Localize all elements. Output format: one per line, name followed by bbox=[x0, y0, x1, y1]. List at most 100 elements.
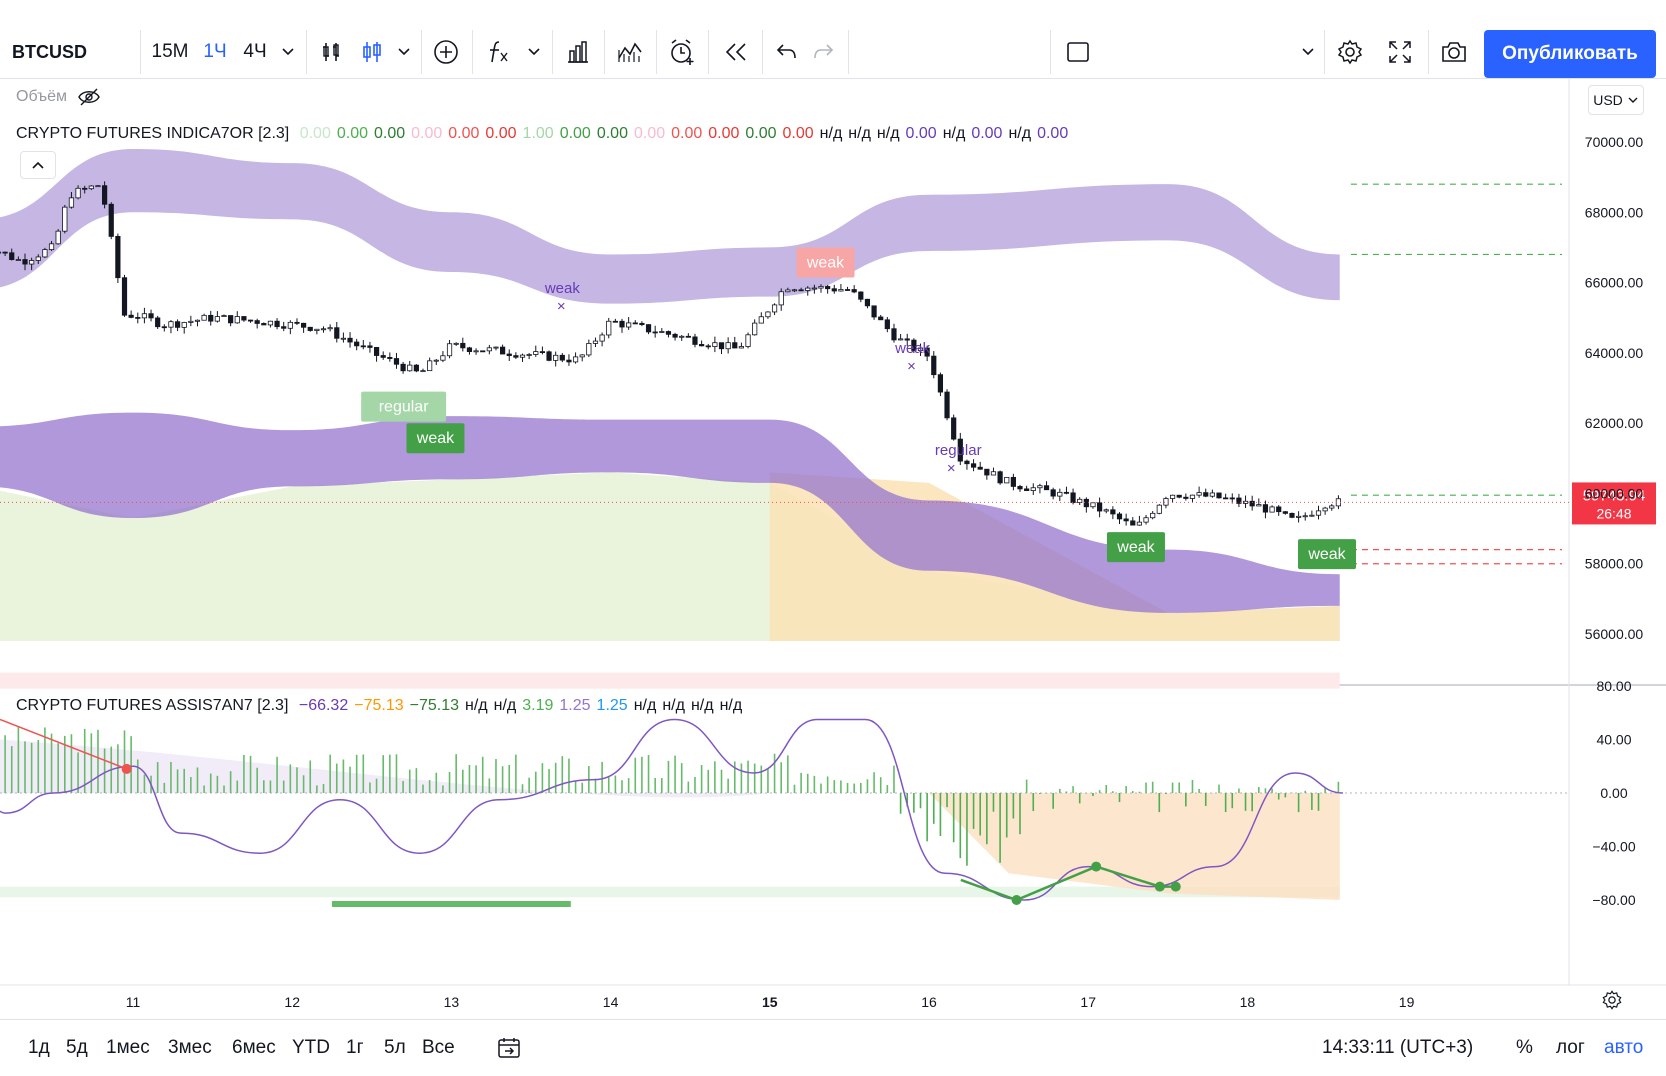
indicator2-legend[interactable]: CRYPTO FUTURES ASSIS7AN7 [2.3] −66.32 −75… bbox=[16, 697, 748, 715]
redo-icon[interactable] bbox=[806, 30, 842, 74]
candle-body bbox=[221, 315, 227, 318]
signal-label: weak bbox=[1116, 539, 1155, 556]
indicator1-value: 0.00 bbox=[708, 125, 740, 142]
candle-body bbox=[234, 316, 240, 324]
candle-body bbox=[181, 322, 187, 328]
range-3m-button[interactable]: 3мес bbox=[168, 1037, 212, 1058]
candle-body bbox=[135, 317, 141, 319]
candle-body bbox=[1262, 504, 1269, 513]
indicator1-legend[interactable]: CRYPTO FUTURES INDICA7OR [2.3] 0.00 0.00 0… bbox=[16, 125, 1074, 143]
candle-body bbox=[48, 243, 55, 251]
interval-1h-button[interactable]: 1Ч bbox=[203, 41, 227, 62]
alert-icon[interactable] bbox=[662, 30, 702, 74]
osc-top-band bbox=[0, 672, 1340, 689]
candle-body bbox=[1037, 485, 1043, 489]
add-icon[interactable] bbox=[426, 30, 466, 74]
chevron-down-icon[interactable] bbox=[276, 30, 300, 74]
settings-icon[interactable] bbox=[1330, 30, 1370, 74]
percent-scale-button[interactable]: % bbox=[1516, 1037, 1533, 1058]
compare-icon[interactable] bbox=[610, 30, 650, 74]
candle-body bbox=[685, 335, 691, 338]
indicator2-value: н/д bbox=[690, 697, 714, 714]
candle-body bbox=[1249, 500, 1255, 507]
price-tick-label: 70000.00 bbox=[1585, 134, 1644, 150]
chevron-down-icon bbox=[1628, 97, 1638, 103]
undo-icon[interactable] bbox=[768, 30, 804, 74]
chart-area[interactable]: weak regular weak × weak weak × regular × weak wea… bbox=[0, 79, 1666, 1019]
divergence-dot bbox=[1154, 881, 1165, 892]
candles-icon[interactable] bbox=[352, 30, 392, 74]
candle-body bbox=[15, 259, 21, 261]
range-ytd-button[interactable]: YTD bbox=[292, 1037, 330, 1058]
bear-divergence-line bbox=[0, 718, 127, 770]
camera-icon[interactable] bbox=[1434, 30, 1474, 74]
templates-icon[interactable] bbox=[558, 30, 598, 74]
indicator1-title[interactable]: CRYPTO FUTURES INDICA7OR [2.3] bbox=[16, 125, 290, 142]
candle-body bbox=[1143, 517, 1149, 523]
candle-body bbox=[347, 337, 353, 343]
cross-icon: × bbox=[947, 460, 956, 477]
candle-body bbox=[2, 251, 8, 254]
symbol-search-button[interactable]: BTCUSD bbox=[12, 41, 87, 62]
candle-body bbox=[1169, 494, 1176, 499]
fullscreen-icon[interactable] bbox=[1380, 30, 1420, 74]
candle-body bbox=[1322, 507, 1328, 512]
time-tick-label: 12 bbox=[284, 994, 300, 1010]
cross-icon: × bbox=[557, 298, 566, 315]
interval-15m-button[interactable]: 15M bbox=[151, 41, 189, 62]
range-all-button[interactable]: Все bbox=[422, 1037, 455, 1058]
publish-button[interactable]: Опубликовать bbox=[1484, 30, 1656, 78]
range-1m-button[interactable]: 1мес bbox=[106, 1037, 150, 1058]
clock-time[interactable]: 14:33:11 (UTC+3) bbox=[1322, 1037, 1474, 1058]
indicator2-value: н/д bbox=[662, 697, 685, 714]
bars-icon[interactable] bbox=[312, 30, 352, 74]
range-6m-button[interactable]: 6мес bbox=[232, 1037, 276, 1058]
range-5y-button[interactable]: 5л bbox=[384, 1037, 406, 1058]
range-1d-button[interactable]: 1д bbox=[28, 1037, 50, 1058]
candle-body bbox=[612, 320, 618, 323]
signal-label: regular bbox=[935, 442, 982, 459]
divider bbox=[421, 30, 422, 74]
candle-body bbox=[294, 321, 300, 324]
candle-body bbox=[1043, 485, 1050, 491]
candle-body bbox=[738, 346, 745, 349]
eye-off-icon[interactable] bbox=[77, 88, 101, 106]
candle-body bbox=[752, 322, 758, 336]
candle-body bbox=[765, 311, 771, 318]
indicator2-title[interactable]: CRYPTO FUTURES ASSIS7AN7 [2.3] bbox=[16, 697, 289, 714]
candle-body bbox=[632, 322, 638, 325]
collapse-legend-button[interactable] bbox=[20, 151, 56, 179]
candle-body bbox=[1030, 487, 1036, 491]
currency-button[interactable]: USD bbox=[1588, 85, 1644, 115]
candle-body bbox=[360, 345, 366, 348]
candle-body bbox=[466, 347, 473, 353]
indicator1-value: 0.00 bbox=[559, 125, 591, 142]
divider bbox=[140, 30, 141, 74]
signal-badge bbox=[796, 247, 855, 278]
chevron-down-icon[interactable] bbox=[392, 30, 416, 74]
candle-body bbox=[1116, 513, 1123, 520]
layout-icon[interactable] bbox=[1058, 30, 1098, 74]
candle-body bbox=[679, 335, 685, 338]
divider bbox=[1428, 30, 1429, 74]
indicator1-value: н/д bbox=[942, 125, 966, 142]
candle-body bbox=[75, 187, 81, 199]
chevron-down-icon[interactable] bbox=[522, 30, 546, 74]
range-5d-button[interactable]: 5д bbox=[66, 1037, 88, 1058]
osc-bottom-band bbox=[0, 886, 1340, 898]
time-tick-label: 18 bbox=[1240, 994, 1256, 1010]
log-scale-button[interactable]: лог bbox=[1556, 1037, 1585, 1058]
volume-label: Объём bbox=[16, 88, 67, 106]
goto-date-icon[interactable] bbox=[496, 1028, 522, 1068]
chevron-down-icon[interactable] bbox=[1296, 30, 1320, 74]
range-1y-button[interactable]: 1г bbox=[346, 1037, 364, 1058]
fx-icon[interactable] bbox=[480, 30, 516, 74]
candle-body bbox=[526, 354, 532, 356]
candle-body bbox=[884, 319, 890, 330]
candle-body bbox=[778, 291, 784, 306]
interval-4h-button[interactable]: 4Ч bbox=[243, 41, 267, 62]
chart-settings-icon[interactable] bbox=[1594, 983, 1630, 1017]
replay-icon[interactable] bbox=[716, 30, 756, 74]
auto-scale-button[interactable]: авто bbox=[1604, 1037, 1644, 1058]
